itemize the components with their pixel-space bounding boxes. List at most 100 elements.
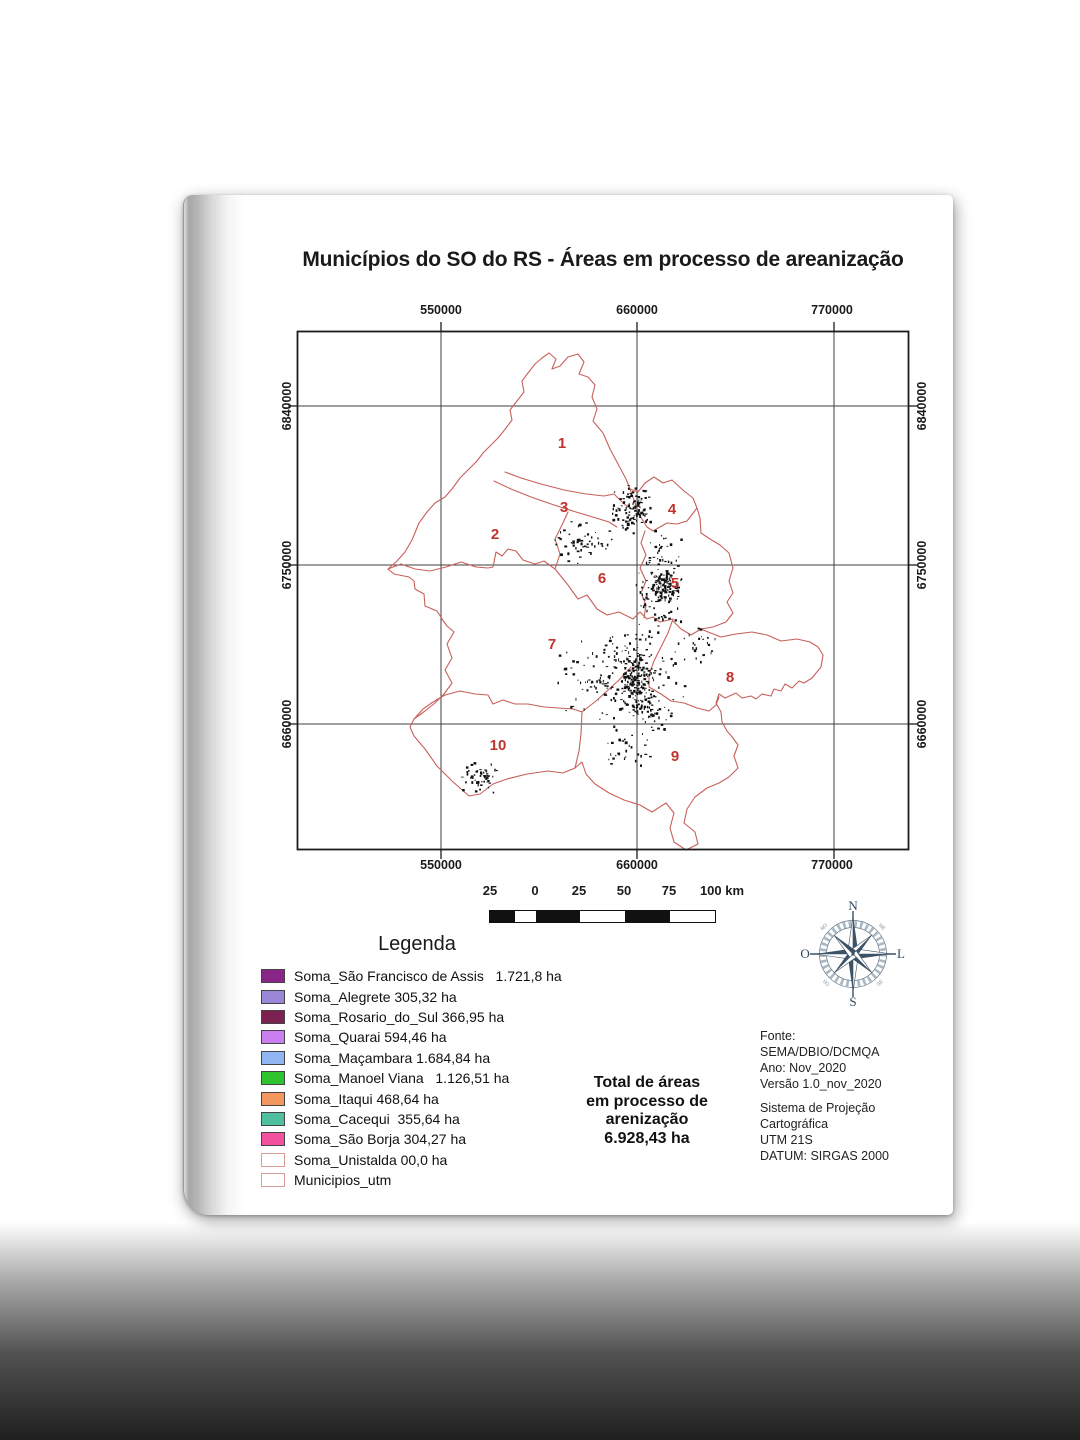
total-line: arenização [605, 1111, 689, 1128]
legend-label: Soma_Quarai 594,46 ha [294, 1029, 447, 1046]
boundary-3-2 [493, 480, 618, 528]
compass-letter-west: O [800, 946, 809, 961]
axis-label-bottom-770000: 770000 [811, 858, 853, 872]
legend-swatch [261, 1009, 285, 1024]
boundary-2-7 [387, 548, 556, 572]
source-line: Fonte: [760, 1029, 796, 1043]
page-edge-gradient [183, 195, 254, 1215]
legend-row: Municipios_utm [261, 1170, 562, 1190]
region-label: 3 [560, 499, 568, 516]
region-label: 6 [598, 570, 606, 587]
municipality-outlines [387, 352, 824, 851]
axis-label-top-770000: 770000 [811, 303, 853, 317]
axis-label-left-6750000: 6750000 [280, 540, 294, 590]
axis-label-top-660000: 660000 [616, 303, 658, 317]
grid-lines [297, 331, 909, 850]
compass-letter-north: N [848, 899, 858, 913]
scale-label-0: 0 [531, 883, 539, 898]
region-label: 4 [668, 501, 677, 518]
legend-row: Soma_São Borja 304,27 ha [261, 1129, 562, 1149]
legend-swatch [261, 989, 285, 1004]
axis-label-bottom-660000: 660000 [616, 858, 658, 872]
total-line: Total de áreas [593, 1074, 701, 1091]
projection-box: Sistema de Projeção Cartográfica UTM 21S… [760, 1100, 889, 1164]
compass-letter-east: L [897, 946, 905, 961]
legend-row: Soma_Itaqui 468,64 ha [261, 1088, 562, 1108]
region-label: 9 [671, 748, 679, 765]
svg-text:NO: NO [820, 922, 830, 932]
legend-row: Soma_Alegrete 305,32 ha [261, 986, 562, 1006]
axis-label-right-6660000: 6660000 [915, 699, 929, 749]
boundary-10-9 [574, 711, 583, 769]
axis-label-top-550000: 550000 [420, 303, 462, 317]
region-numbers: 1 2 3 4 5 6 7 8 9 10 [490, 435, 735, 765]
source-line: Ano: Nov_2020 [760, 1061, 847, 1075]
boundary-7-8 [648, 618, 674, 688]
region-label: 8 [726, 669, 734, 686]
legend-label: Soma_São Borja 304,27 ha [294, 1131, 467, 1148]
svg-text:NE: NE [877, 923, 887, 933]
legend-label: Soma_São Francisco de Assis 1.721,8 ha [294, 968, 562, 985]
legend-row: Soma_Rosario_do_Sul 366,95 ha [261, 1007, 562, 1027]
map-frame [296, 330, 910, 851]
region-label: 5 [671, 575, 679, 592]
region-label: 10 [490, 737, 507, 754]
source-box: Fonte: SEMA/DBIO/DCMQA Ano: Nov_2020 Ver… [760, 1028, 882, 1092]
axis-label-left-6840000: 6840000 [280, 381, 294, 431]
legend-label: Soma_Cacequi 355,64 ha [294, 1110, 460, 1127]
document-page: Municípios do SO do RS - Áreas em proces… [183, 195, 953, 1215]
legend-swatch [261, 1111, 285, 1126]
legend-swatch [261, 1152, 285, 1167]
compass-star [814, 915, 892, 993]
compass-minor-labels: NE SE SO NO [820, 922, 887, 988]
source-line: SEMA/DBIO/DCMQA [760, 1045, 880, 1059]
legend-row: Soma_Quarai 594,46 ha [261, 1027, 562, 1047]
sandification-dots [461, 485, 716, 794]
legend: Soma_São Francisco de Assis 1.721,8 ha S… [261, 966, 562, 1190]
compass-rose: NE SE SO NO N S O L [800, 899, 905, 1009]
region-label: 7 [548, 636, 556, 653]
legend-row: Soma_Cacequi 355,64 ha [261, 1109, 562, 1129]
map-panel: 1 2 3 4 5 6 7 8 9 10 [288, 322, 918, 859]
legend-label: Soma_Rosario_do_Sul 366,95 ha [294, 1008, 505, 1025]
legend-swatch [261, 1030, 285, 1045]
legend-row: Soma_Manoel Viana 1.126,51 ha [261, 1068, 562, 1088]
municipalities-outer-boundary [387, 352, 824, 851]
legend-row: Soma_Maçambara 1.684,84 ha [261, 1048, 562, 1068]
boundary-5-8 [672, 620, 702, 636]
total-line: 6.928,43 ha [604, 1129, 690, 1147]
legend-title: Legenda [378, 933, 456, 955]
axis-label-right-6840000: 6840000 [915, 381, 929, 431]
projection-line: DATUM: SIRGAS 2000 [760, 1149, 889, 1163]
axis-label-bottom-550000: 550000 [420, 858, 462, 872]
projection-line: UTM 21S [760, 1133, 813, 1147]
legend-swatch [261, 1091, 285, 1106]
legend-row: Soma_São Francisco de Assis 1.721,8 ha [261, 966, 562, 986]
compass-letter-south: S [849, 994, 856, 1009]
legend-label: Soma_Maçambara 1.684,84 ha [294, 1049, 491, 1066]
axis-label-left-6660000: 6660000 [280, 699, 294, 749]
boundary-6-5 [639, 530, 647, 619]
scale-label-25a: 25 [482, 883, 498, 898]
projection-line: Sistema de Projeção [760, 1101, 876, 1115]
legend-swatch [261, 1071, 285, 1086]
region-label: 1 [558, 435, 566, 452]
boundary-1-3 [504, 471, 629, 508]
boundary-8-9 [648, 686, 720, 712]
boundary-7-9 [581, 666, 632, 713]
legend-swatch [261, 969, 285, 984]
svg-text:SE: SE [876, 978, 885, 987]
legend-label: Municipios_utm [294, 1172, 392, 1189]
legend-swatch [261, 1050, 285, 1065]
legend-label: Soma_Itaqui 468,64 ha [294, 1090, 439, 1107]
legend-swatch [261, 1173, 285, 1188]
total-area-box: Total de áreas em processo de arenização… [557, 1074, 737, 1148]
projection-line: Cartográfica [760, 1117, 829, 1131]
scale-label-75: 75 [661, 883, 677, 898]
boundary-6-7 [554, 568, 674, 623]
scale-bar [489, 910, 716, 923]
boundary-7-10 [413, 690, 583, 720]
legend-label: Soma_Manoel Viana 1.126,51 ha [294, 1070, 510, 1087]
svg-text:SO: SO [821, 979, 830, 988]
source-line: Versão 1.0_nov_2020 [760, 1077, 882, 1091]
